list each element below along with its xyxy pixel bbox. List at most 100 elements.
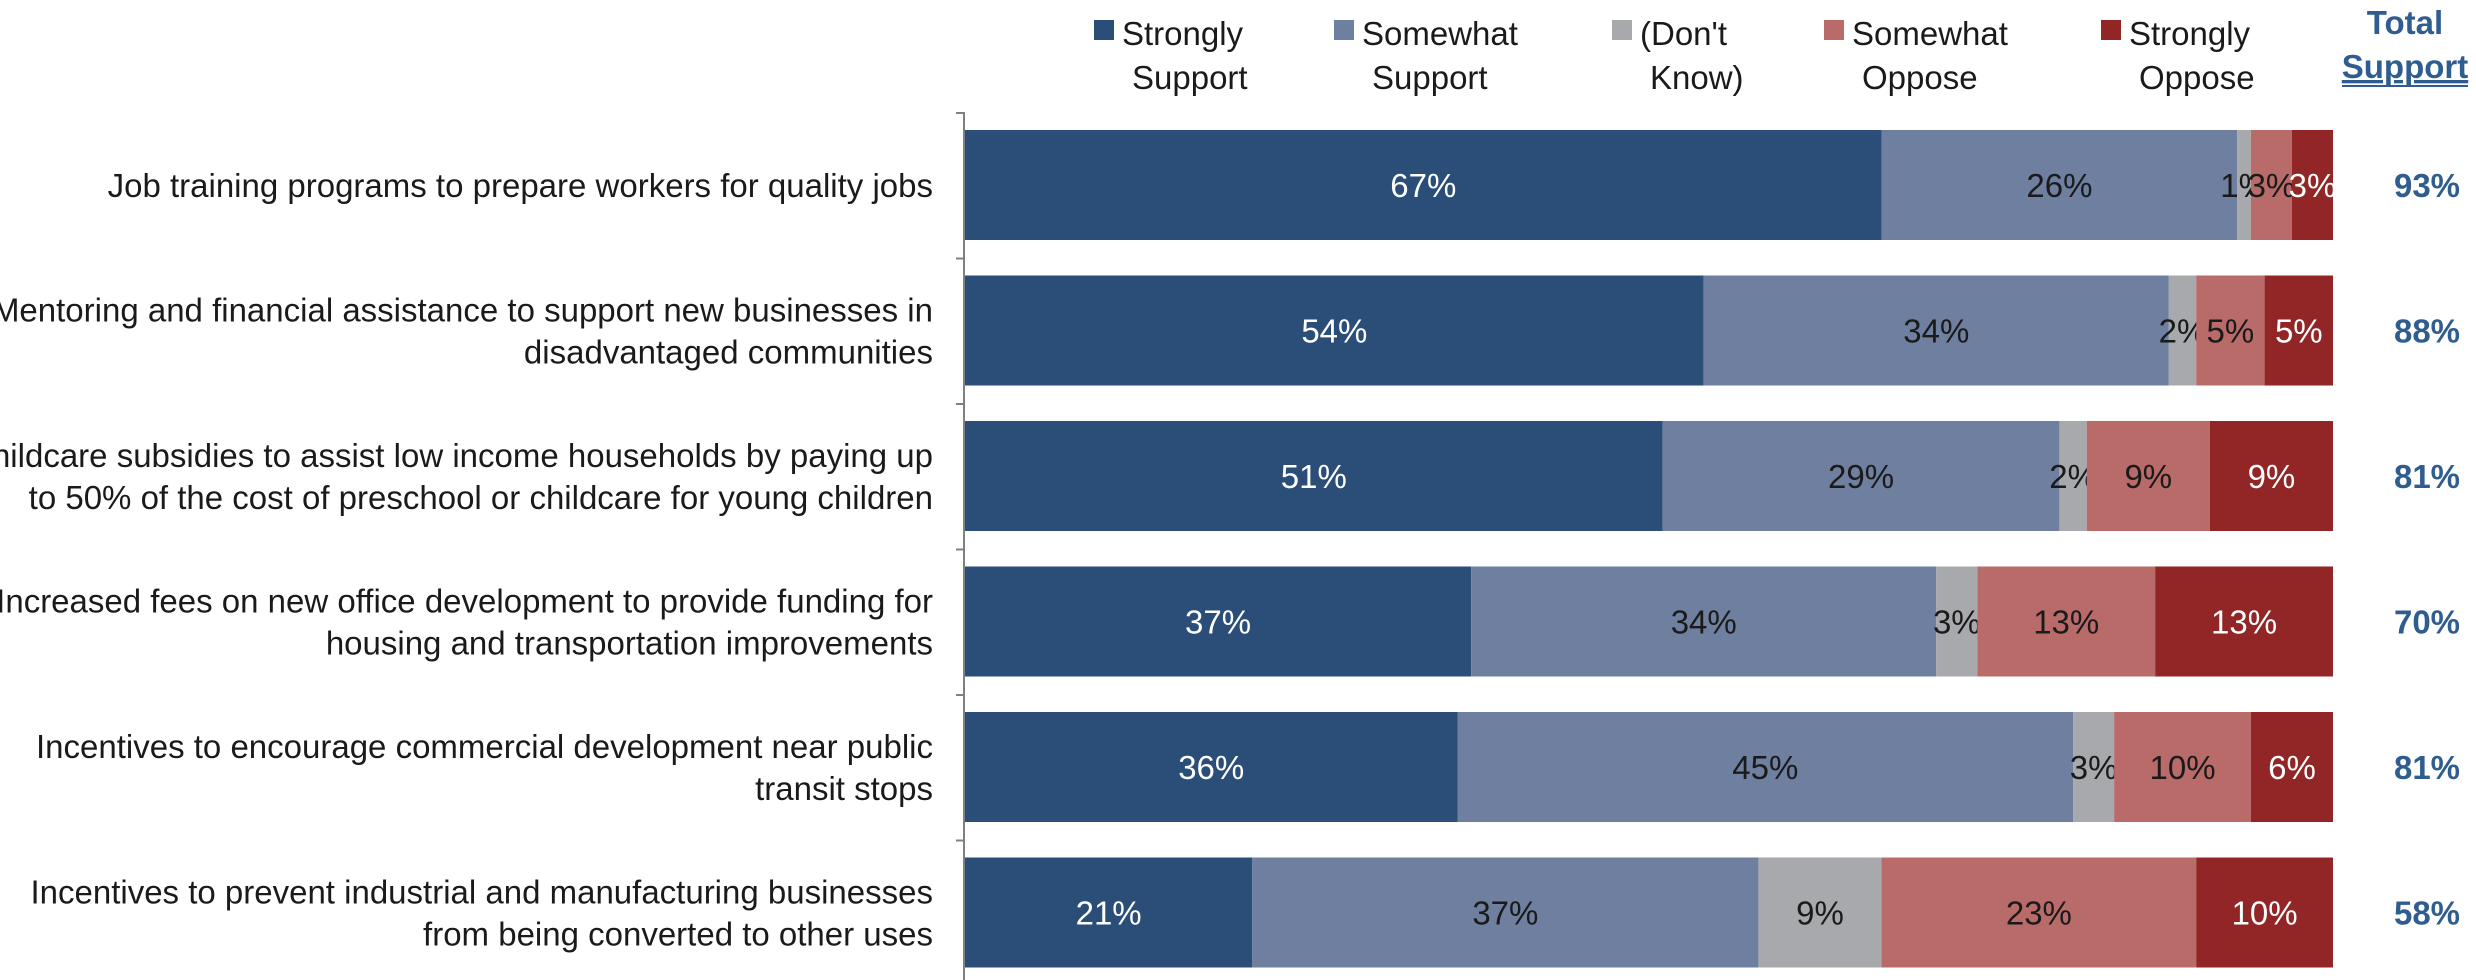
category-label: transit stops (755, 770, 933, 807)
category-label: Job training programs to prepare workers… (108, 167, 933, 204)
data-label: 23% (2006, 895, 2072, 932)
bar-segment (1252, 857, 1759, 968)
bar-segment (2168, 275, 2197, 386)
legend-label: Somewhat (1852, 15, 2008, 52)
bar-segment (2250, 712, 2333, 822)
bar-segment (965, 566, 1472, 677)
bar-segment (2209, 421, 2333, 531)
bar-segment (965, 421, 1663, 531)
total-support-heading: Support (2342, 48, 2468, 85)
category-label: Incentives to encourage commercial devel… (36, 728, 933, 765)
total-support-value: 81% (2394, 458, 2460, 495)
bar-segment (2155, 566, 2333, 677)
data-label: 34% (1671, 604, 1737, 641)
category-label: disadvantaged communities (524, 334, 933, 371)
data-label: 5% (2275, 313, 2323, 350)
bar-segment (2073, 712, 2115, 822)
bar-segment (1457, 712, 2074, 822)
data-label: 3% (2070, 749, 2118, 786)
legend-label: Support (1132, 59, 1248, 96)
bar-segment (2250, 130, 2292, 240)
bar-row: Incentives to prevent industrial and man… (30, 857, 2460, 968)
legend-swatch (1334, 20, 1354, 40)
legend-swatch (2101, 20, 2121, 40)
bar-row: Job training programs to prepare workers… (108, 130, 2460, 240)
data-label: 13% (2033, 604, 2099, 641)
legend-label: Somewhat (1362, 15, 1518, 52)
category-label: Mentoring and financial assistance to su… (0, 292, 933, 329)
data-label: 45% (1732, 749, 1798, 786)
total-support-value: 81% (2394, 749, 2460, 786)
data-label: 37% (1472, 895, 1538, 932)
bar-segment (1881, 130, 2238, 240)
data-label: 10% (2232, 895, 2298, 932)
legend-label: Support (1372, 59, 1488, 96)
bar-segment (1936, 566, 1978, 677)
category-axis (956, 112, 965, 980)
data-label: 34% (1903, 313, 1969, 350)
bar-segment (2196, 275, 2265, 386)
category-label: housing and transportation improvements (326, 625, 933, 662)
data-label: 54% (1301, 313, 1367, 350)
bar-segment (1662, 421, 2060, 531)
data-label: 3% (2248, 167, 2296, 204)
bar-segment (2196, 857, 2333, 968)
category-label: Increased fees on new office development… (0, 583, 933, 620)
data-label: 9% (2248, 458, 2296, 495)
bar-segment (2059, 421, 2087, 531)
data-label: 29% (1828, 458, 1894, 495)
legend-label: Know) (1650, 59, 1744, 96)
legend-label: Oppose (1862, 59, 1978, 96)
bar-row: Increased fees on new office development… (0, 566, 2460, 677)
legend-swatch (1094, 20, 1114, 40)
legend-label: Strongly (1122, 15, 1244, 52)
bar-segment (2291, 130, 2333, 240)
total-support-value: 70% (2394, 604, 2460, 641)
bar-segment (1758, 857, 1882, 968)
category-label: Incentives to prevent industrial and man… (30, 874, 933, 911)
legend-label: Oppose (2139, 59, 2255, 96)
bar-segment (1703, 275, 2169, 386)
legend: Strongly Support Somewhat Support (Don't Know… (1094, 15, 2255, 96)
bar-segment (2114, 712, 2251, 822)
data-label: 9% (1796, 895, 1844, 932)
bar-segment (2086, 421, 2210, 531)
bar-row: Mentoring and financial assistance to su… (0, 275, 2460, 386)
total-support-header: Total Support (2342, 4, 2468, 87)
bar-segment (1881, 857, 2197, 968)
data-label: 6% (2268, 749, 2316, 786)
data-label: 5% (2207, 313, 2255, 350)
bar-segment (965, 275, 1704, 386)
legend-swatch (1612, 20, 1632, 40)
legend-label: (Don't (1640, 15, 1727, 52)
total-support-heading: Total (2367, 4, 2443, 41)
data-label: 21% (1076, 895, 1142, 932)
bar-segment (2264, 275, 2333, 386)
total-support-value: 88% (2394, 313, 2460, 350)
bar-segment (965, 712, 1458, 822)
bar-row: Childcare subsidies to assist low income… (0, 421, 2460, 531)
category-label: from being converted to other uses (423, 916, 933, 953)
data-label: 3% (2289, 167, 2337, 204)
legend-label: Strongly (2129, 15, 2251, 52)
total-support-value: 93% (2394, 167, 2460, 204)
total-support-value: 58% (2394, 895, 2460, 932)
bar-segment (2237, 130, 2251, 240)
bar-segment (1471, 566, 1937, 677)
data-label: 36% (1178, 749, 1244, 786)
bar-rows: Job training programs to prepare workers… (0, 130, 2460, 968)
data-label: 51% (1281, 458, 1347, 495)
legend-swatch (1824, 20, 1844, 40)
data-label: 10% (2149, 749, 2215, 786)
data-label: 13% (2211, 604, 2277, 641)
bar-segment (965, 857, 1253, 968)
bar-segment (1977, 566, 2156, 677)
data-label: 9% (2124, 458, 2172, 495)
category-label: Childcare subsidies to assist low income… (0, 437, 933, 474)
data-label: 67% (1390, 167, 1456, 204)
category-label: to 50% of the cost of preschool or child… (29, 479, 933, 516)
bar-segment (965, 130, 1882, 240)
data-label: 37% (1185, 604, 1251, 641)
bar-row: Incentives to encourage commercial devel… (36, 712, 2460, 822)
